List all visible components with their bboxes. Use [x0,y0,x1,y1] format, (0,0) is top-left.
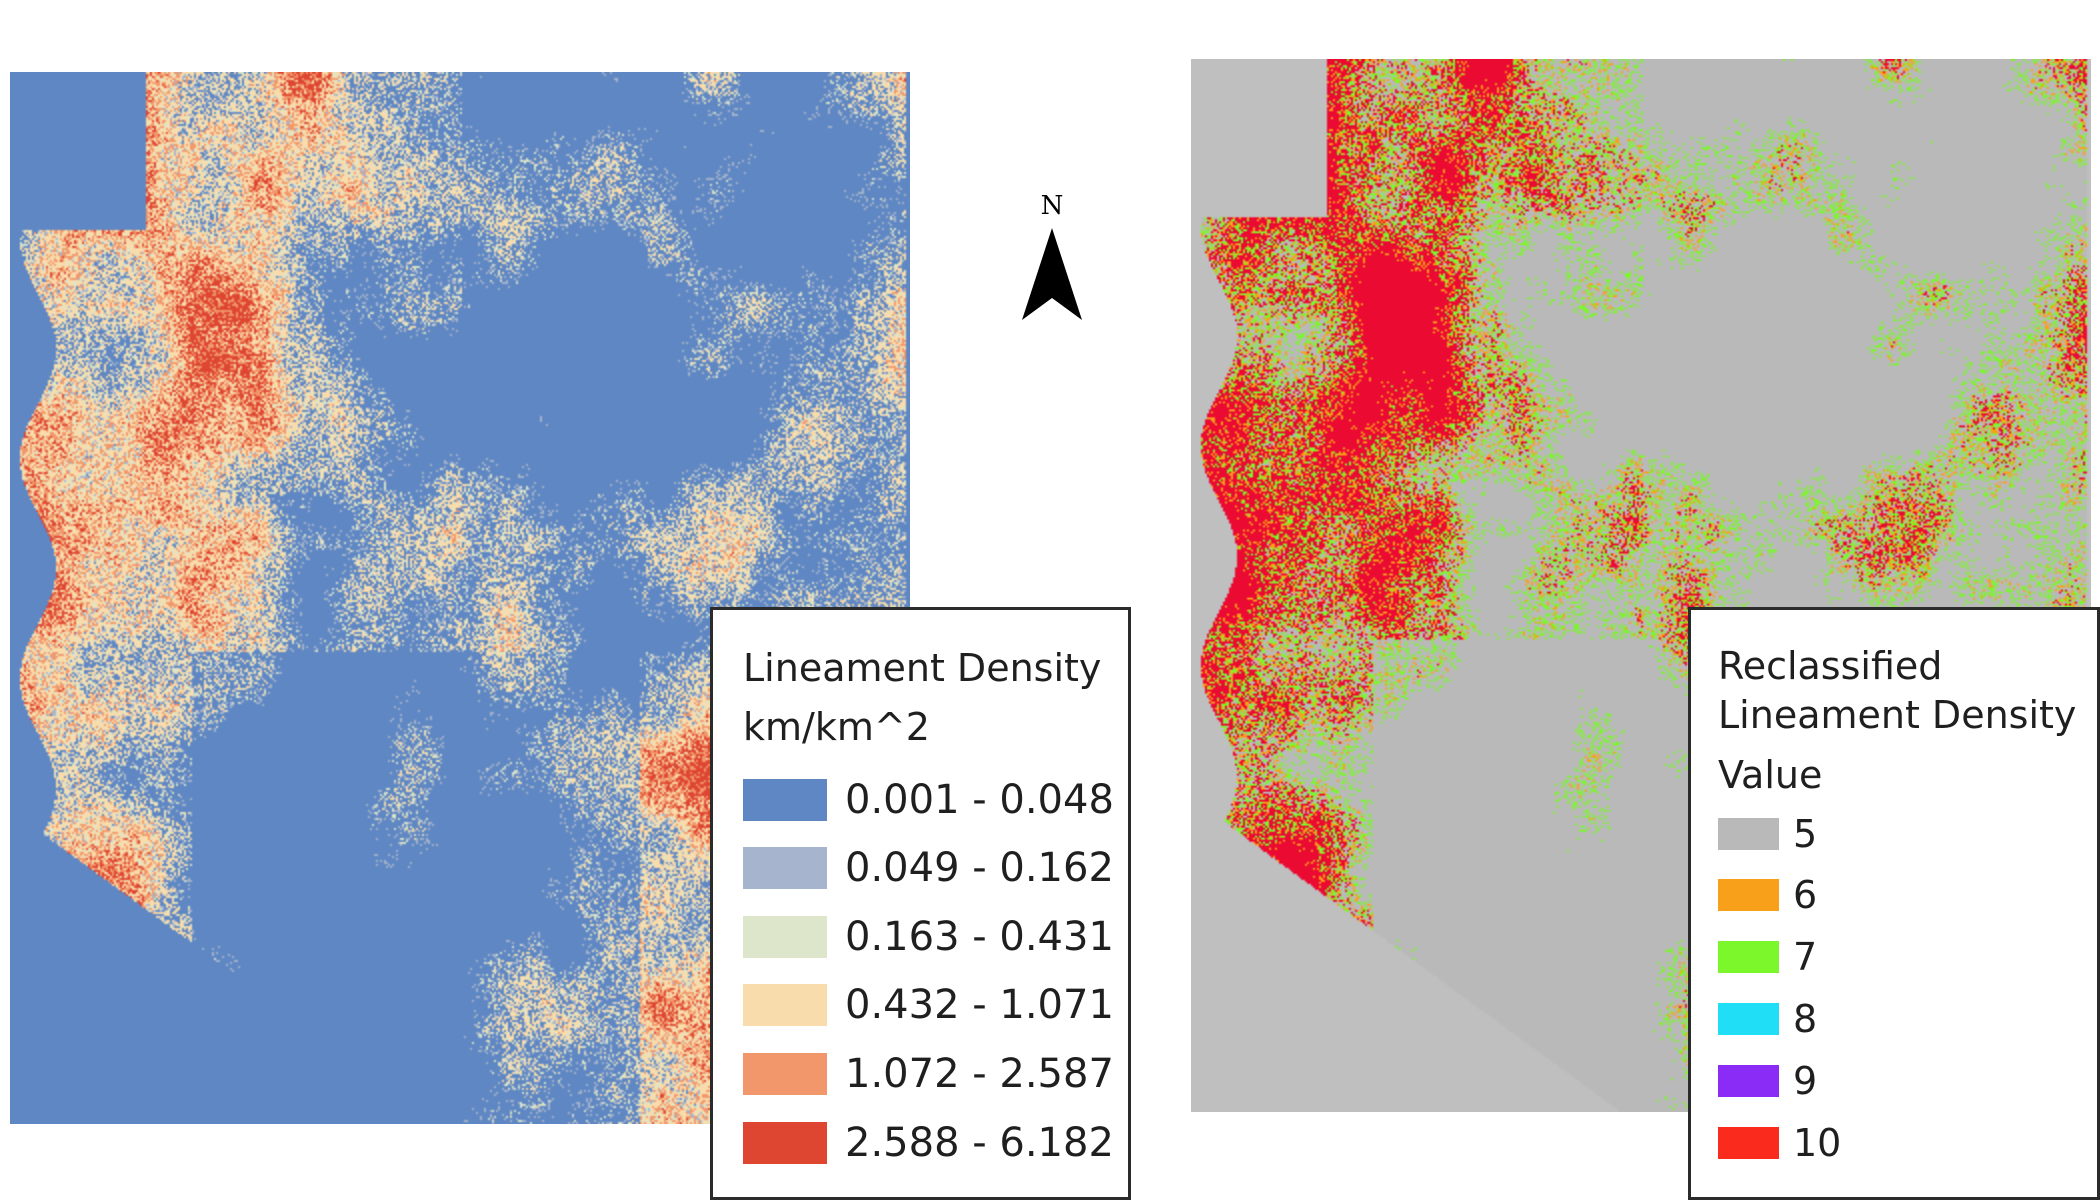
reclassified-density-legend: Reclassified Lineament Density Value 5 6… [1688,607,2100,1200]
legend-items: 0.001 - 0.048 0.049 - 0.162 0.163 - 0.43… [743,765,1128,1177]
legend-swatch [743,1053,827,1096]
legend-swatch [1718,1064,1779,1097]
legend-item: 8 [1718,988,2097,1050]
legend-label: 8 [1793,997,1818,1042]
north-arrow-pointer [1022,228,1082,320]
legend-item: 2.588 - 6.182 [743,1108,1128,1177]
legend-swatch [1718,817,1779,850]
legend-swatch [1718,1003,1779,1036]
legend-label: 6 [1793,873,1818,918]
legend-label: 7 [1793,935,1818,980]
legend-label: 2.588 - 6.182 [845,1119,1114,1166]
legend-item: 0.001 - 0.048 [743,765,1128,834]
legend-label: 1.072 - 2.587 [845,1051,1114,1098]
north-arrow-letter: N [1041,191,1064,221]
legend-swatch [743,778,827,821]
legend-swatch [1718,879,1779,912]
legend-item: 5 [1718,803,2097,865]
legend-items: 5 6 7 8 9 10 [1718,803,2097,1174]
lineament-density-legend: Lineament Density km/km^2 0.001 - 0.048 … [710,607,1131,1200]
legend-swatch [1718,941,1779,974]
legend-unit: km/km^2 [743,705,930,750]
legend-swatch [743,847,827,890]
legend-label: 0.163 - 0.431 [845,913,1114,960]
legend-item: 1.072 - 2.587 [743,1040,1128,1109]
legend-label: 0.001 - 0.048 [845,776,1114,823]
legend-label: 5 [1793,811,1818,856]
north-arrow-icon: N [1022,191,1082,320]
legend-swatch [1718,1126,1779,1159]
legend-label: 10 [1793,1120,1842,1165]
legend-item: 0.049 - 0.162 [743,834,1128,903]
legend-swatch [743,1121,827,1164]
legend-label: 0.432 - 1.071 [845,982,1114,1029]
legend-item: 9 [1718,1050,2097,1112]
legend-field-name: Value [1718,752,1823,797]
legend-title-line2: Lineament Density [1718,693,2077,738]
legend-item: 6 [1718,865,2097,927]
legend-label: 0.049 - 0.162 [845,845,1114,892]
legend-label: 9 [1793,1058,1818,1103]
legend-item: 10 [1718,1112,2097,1174]
legend-item: 0.432 - 1.071 [743,971,1128,1040]
legend-item: 0.163 - 0.431 [743,903,1128,972]
legend-item: 7 [1718,926,2097,988]
legend-title-line1: Reclassified [1718,644,1943,688]
legend-title: Lineament Density [743,646,1102,690]
legend-swatch [743,984,827,1027]
legend-swatch [743,915,827,958]
lineament-density-map [10,72,910,1124]
